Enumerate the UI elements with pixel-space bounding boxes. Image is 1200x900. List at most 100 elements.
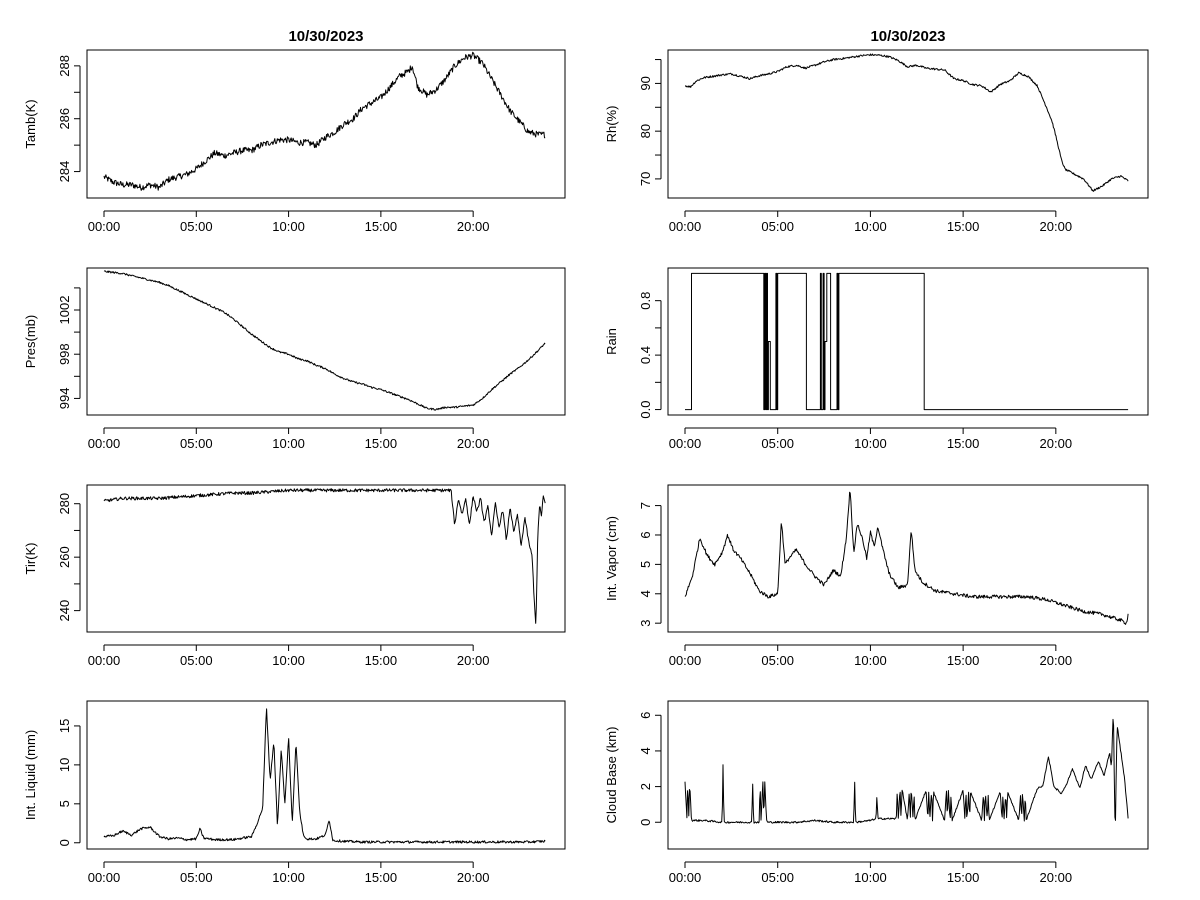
rh-data-point: [1092, 190, 1093, 191]
cloudbase-data-point: [777, 822, 778, 823]
panel-pres: Pres(mb) 00:00 05:00 10:00 15:00 20:00 994 998 1…: [23, 267, 566, 451]
cloudbase-data-point: [688, 820, 689, 821]
cloudbase-data-point: [854, 781, 855, 782]
vapor-series-line: [684, 491, 1129, 625]
liquid-data-point: [295, 741, 296, 742]
vapor-data-point: [740, 558, 741, 559]
tamb-data-point: [297, 142, 298, 143]
rh-data-point: [1120, 175, 1121, 176]
cloudbase-data-point: [767, 822, 768, 823]
tir-data-point: [343, 490, 344, 491]
tamb-data-point: [408, 71, 409, 72]
vapor-y-tick-label: 7: [638, 502, 653, 509]
cloudbase-data-point: [970, 791, 971, 792]
rain-data-point: [824, 409, 825, 410]
cloudbase-data-point: [932, 820, 933, 821]
vapor-data-point: [1120, 620, 1121, 621]
tir-data-point: [484, 522, 485, 523]
cloudbase-series-line: [684, 718, 1129, 824]
cloudbase-x-tick-label: 00:00: [669, 870, 702, 885]
rh-data-point: [879, 55, 880, 56]
cloudbase-data-point: [951, 820, 952, 821]
tir-data-point: [122, 498, 123, 499]
pres-data-point: [288, 354, 289, 355]
cloudbase-data-point: [876, 795, 877, 796]
rh-data-point: [981, 85, 982, 86]
rh-data-point: [851, 57, 852, 58]
pres-data-point: [371, 387, 372, 388]
pres-data-point: [251, 334, 252, 335]
rh-y-axis-label: Rh(%): [604, 106, 619, 143]
cloudbase-data-point: [760, 822, 761, 823]
rh-data-point: [1111, 178, 1112, 179]
liquid-data-point: [528, 841, 529, 842]
tamb-data-point: [500, 94, 501, 95]
rh-y-tick-label: 90: [638, 76, 653, 90]
tir-y-tick-label: 260: [57, 546, 72, 568]
tamb-data-point: [233, 153, 234, 154]
rh-data-point: [1037, 85, 1038, 86]
pres-data-point: [177, 290, 178, 291]
pres-data-point: [223, 312, 224, 313]
tamb-title: 10/30/2023: [288, 28, 363, 45]
rain-data-point: [826, 273, 827, 274]
rh-data-point: [1089, 186, 1090, 187]
cloudbase-data-point: [969, 820, 970, 821]
liquid-data-point: [257, 823, 258, 824]
pres-data-point: [113, 272, 114, 273]
cloudbase-data-point: [944, 820, 945, 821]
pres-data-point: [473, 405, 474, 406]
rain-data-point: [778, 273, 779, 274]
tir-data-point: [288, 490, 289, 491]
tamb-data-point: [334, 131, 335, 132]
panel-liquid: Int. Liquid (mm) 00:00 05:00 10:00 15:00 20:0…: [23, 700, 566, 885]
liquid-data-point: [168, 838, 169, 839]
cloudbase-data-point: [1091, 779, 1092, 780]
liquid-data-point: [306, 838, 307, 839]
cloudbase-data-point: [1061, 793, 1062, 794]
vapor-x-tick-label: 20:00: [1040, 653, 1073, 668]
cloudbase-data-point: [703, 820, 704, 821]
cloudbase-data-point: [909, 790, 910, 791]
cloudbase-data-point: [763, 820, 764, 821]
rain-data-point: [768, 341, 769, 342]
cloudbase-data-point: [910, 820, 911, 821]
cloudbase-data-point: [1066, 782, 1067, 783]
tamb-data-point: [260, 145, 261, 146]
vapor-data-point: [881, 543, 882, 544]
pres-data-point: [270, 347, 271, 348]
tamb-data-point: [362, 108, 363, 109]
cloudbase-data-point: [933, 791, 934, 792]
cloudbase-data-point: [1111, 768, 1112, 769]
vapor-y-tick-label: 5: [638, 561, 653, 568]
liquid-data-point: [510, 841, 511, 842]
rain-data-point: [806, 409, 807, 410]
pres-data-point: [482, 398, 483, 399]
panel-rain: Rain 00:00 05:00 10:00 15:00 20:00 0.0 0.4 0.8: [604, 267, 1149, 451]
rh-data-point: [1074, 174, 1075, 175]
tir-data-point: [270, 491, 271, 492]
rh-plot-frame: [667, 49, 1149, 199]
rh-title: 10/30/2023: [870, 28, 945, 45]
liquid-data-point: [203, 838, 204, 839]
liquid-data-point: [288, 737, 289, 738]
tir-data-point: [534, 597, 535, 598]
vapor-data-point: [990, 596, 991, 597]
pres-data-point: [316, 365, 317, 366]
tamb-y-tick-label: 288: [57, 55, 72, 77]
liquid-data-point: [303, 834, 304, 835]
cloudbase-data-point: [691, 820, 692, 821]
vapor-x-tick-label: 05:00: [761, 653, 794, 668]
tir-data-point: [450, 490, 451, 491]
rh-data-point: [722, 74, 723, 75]
tamb-series-line: [103, 51, 546, 191]
tamb-data-point: [436, 89, 437, 90]
rh-x-tick-label: 20:00: [1040, 219, 1073, 234]
tir-data-point: [498, 527, 499, 528]
pres-data-point: [140, 277, 141, 278]
rh-series-line: [685, 53, 1129, 192]
tamb-data-point: [150, 184, 151, 185]
vapor-data-point: [699, 537, 700, 538]
cloudbase-data-point: [950, 820, 951, 821]
pres-data-point: [103, 271, 104, 272]
